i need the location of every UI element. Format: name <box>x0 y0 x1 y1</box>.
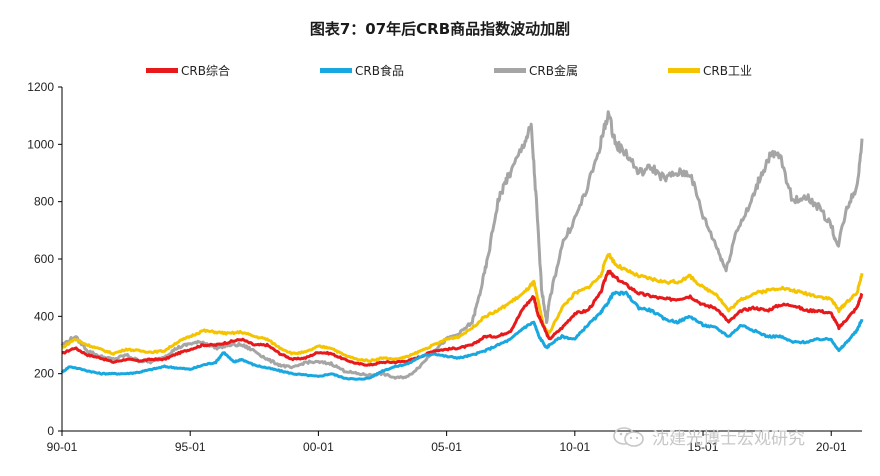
legend-item-crb-composite: CRB综合 <box>146 62 230 79</box>
chart-title: 图表7：07年后CRB商品指数波动加剧 <box>309 20 571 38</box>
x-tick-label: 95-01 <box>175 440 206 454</box>
x-tick-label: 15-01 <box>688 440 719 454</box>
legend-item-crb-industrial: CRB工业 <box>668 62 752 79</box>
y-tick-label: 1000 <box>27 137 54 151</box>
series-line <box>61 252 864 363</box>
legend-swatch <box>494 68 526 73</box>
watermark: 沈建光博士宏观研究 <box>612 424 805 449</box>
legend-label: CRB金属 <box>529 64 578 78</box>
legend: CRB综合 CRB食品 CRB金属 CRB工业 <box>0 58 880 80</box>
legend-swatch <box>668 68 700 73</box>
y-tick-label: 400 <box>34 309 54 323</box>
series-line <box>61 269 864 367</box>
wechat-icon <box>613 426 644 447</box>
y-tick-label: 800 <box>34 195 54 209</box>
legend-item-crb-food: CRB食品 <box>320 62 404 79</box>
series-line <box>60 290 864 381</box>
legend-label: CRB综合 <box>181 64 230 78</box>
x-tick-label: 90-01 <box>47 440 78 454</box>
y-tick-label: 1200 <box>27 80 54 94</box>
legend-swatch <box>320 68 352 73</box>
x-tick-label: 00-01 <box>303 440 334 454</box>
y-tick-label: 200 <box>34 367 54 381</box>
legend-label: CRB食品 <box>355 64 404 78</box>
legend-label: CRB工业 <box>703 64 752 78</box>
x-tick-label: 10-01 <box>559 440 590 454</box>
x-tick-label: 20-01 <box>816 440 847 454</box>
series-layer <box>60 110 864 381</box>
watermark-text: 沈建光博士宏观研究 <box>652 429 805 449</box>
legend-item-crb-metals: CRB金属 <box>494 62 578 79</box>
y-tick-label: 0 <box>47 424 54 438</box>
axes: 0 200 400 600 800 1000 1200 90-01 95-01 00-01 05-0… <box>27 80 862 454</box>
legend-swatch <box>146 68 178 73</box>
y-tick-label: 600 <box>34 252 54 266</box>
x-tick-label: 05-01 <box>431 440 462 454</box>
